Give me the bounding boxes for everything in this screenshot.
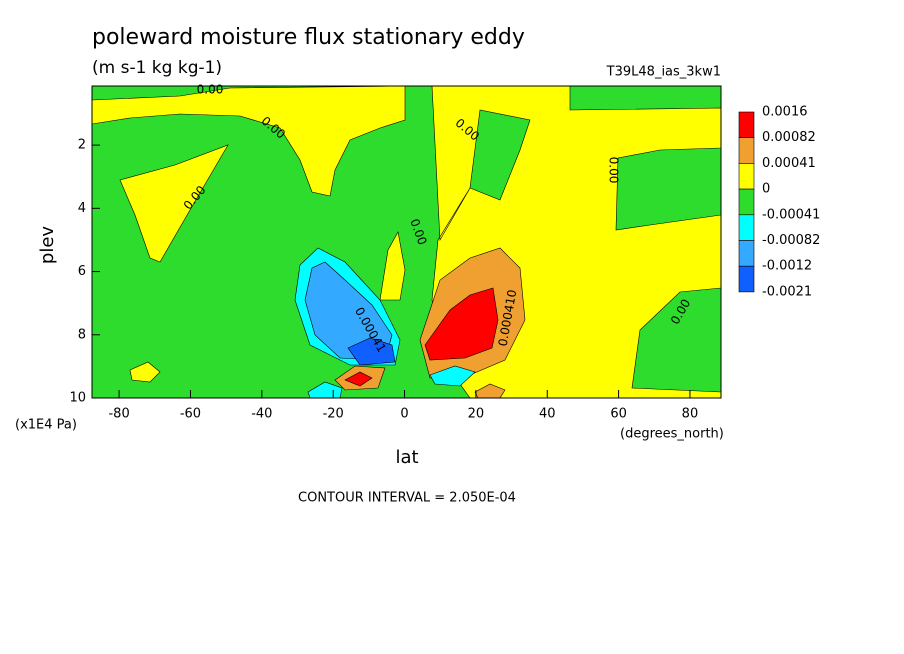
x-tick-label: 60 <box>610 407 627 422</box>
filled-region <box>344 371 373 387</box>
colorbar-label: -0.00041 <box>762 207 820 222</box>
filled-region <box>347 337 396 366</box>
filled-region <box>424 287 499 361</box>
x-tick-label: -20 <box>323 407 344 422</box>
y-tick-label: 6 <box>78 264 86 279</box>
filled-region <box>304 261 393 361</box>
filled-region <box>429 365 476 387</box>
plot-frame <box>91 85 722 399</box>
colorbar-box <box>738 111 755 139</box>
colorbar-label: -0.0012 <box>762 259 812 274</box>
filled-region <box>92 86 406 197</box>
colorbar-label: -0.0021 <box>762 284 812 299</box>
x-tick-label: -60 <box>180 407 201 422</box>
y-tick-label: 10 <box>69 391 86 406</box>
filled-region <box>119 144 229 263</box>
colorbar-label: 0.0016 <box>762 105 808 120</box>
y-axis-units: (x1E4 Pa) <box>15 418 77 433</box>
filled-region <box>379 231 406 301</box>
x-tick-label: 80 <box>682 407 699 422</box>
filled-region <box>129 361 161 383</box>
x-tick-label: -40 <box>251 407 272 422</box>
x-tick-label: -80 <box>108 407 129 422</box>
chart-title: poleward moisture flux stationary eddy <box>92 25 525 50</box>
colorbar-label: -0.00082 <box>762 233 820 248</box>
y-tick-label: 4 <box>78 201 86 216</box>
x-tick-label: 0 <box>400 407 408 422</box>
colorbar-box <box>738 214 755 241</box>
x-axis-units: (degrees_north) <box>620 427 724 442</box>
y-axis-label: plev <box>37 226 58 265</box>
dataset-label: T39L48_ias_3kw1 <box>606 65 721 80</box>
colorbar-label: 0.00082 <box>762 130 816 145</box>
x-tick-label: 40 <box>539 407 556 422</box>
chart-subtitle: (m s-1 kg kg-1) <box>92 58 222 78</box>
x-axis-label: lat <box>395 447 418 468</box>
contour-label: 0.00 <box>607 157 621 184</box>
colorbar-box <box>738 240 755 267</box>
contour-interval-note: CONTOUR INTERVAL = 2.050E-04 <box>298 491 516 506</box>
contour-label: 0.00 <box>197 83 224 97</box>
colorbar-box <box>738 188 755 216</box>
colorbar-label: 0.00041 <box>762 156 816 171</box>
colorbar-box <box>738 265 755 293</box>
y-tick-label: 8 <box>78 327 86 342</box>
colorbar-box <box>738 137 755 164</box>
colorbar-box <box>738 163 755 190</box>
colorbar-label: 0 <box>762 182 770 197</box>
filled-region <box>474 383 506 398</box>
field <box>92 86 721 398</box>
y-tick-label: 2 <box>78 138 86 153</box>
x-tick-label: 20 <box>468 407 485 422</box>
